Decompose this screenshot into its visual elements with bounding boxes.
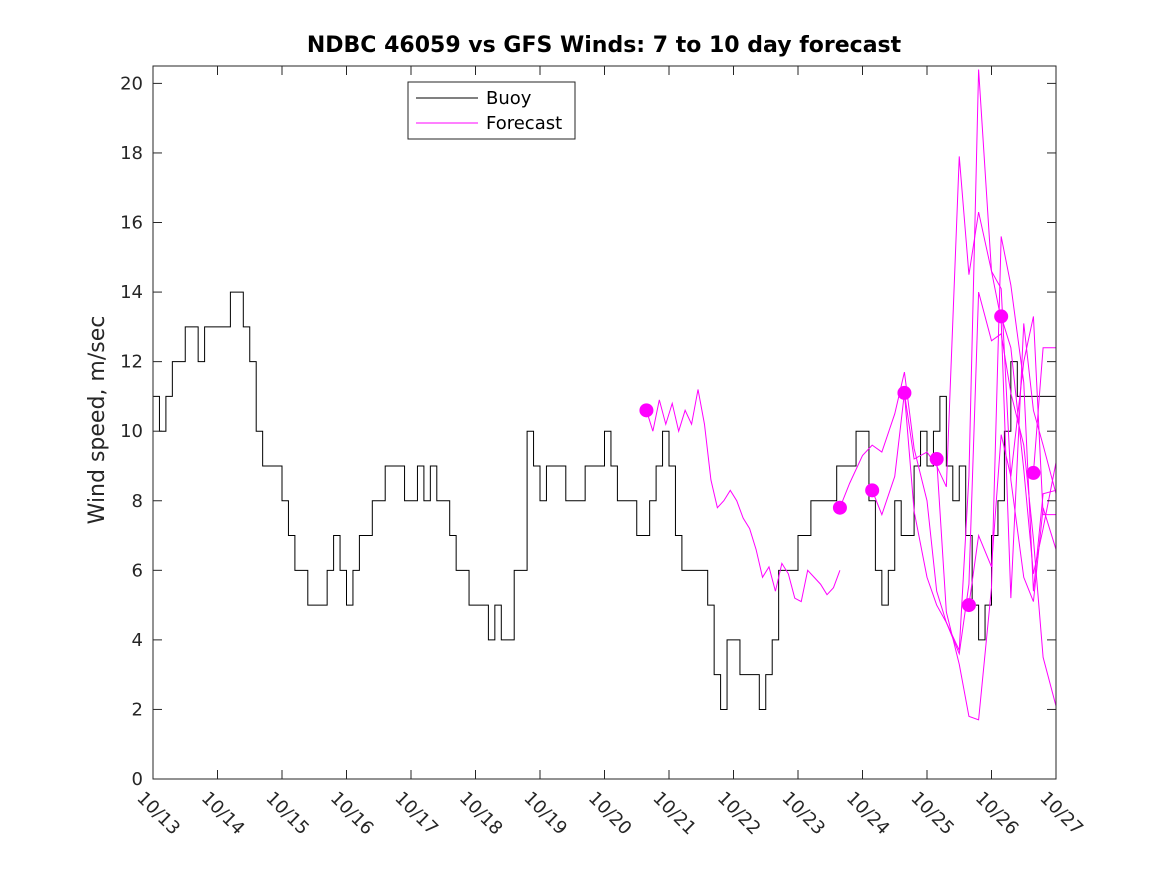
forecast-marker: [832, 500, 847, 515]
forecast-series-line: [968, 316, 1056, 606]
x-tick-label: 10/24: [842, 788, 894, 840]
x-tick-label: 10/23: [777, 788, 829, 840]
y-axis-label: Wind speed, m/sec: [85, 316, 110, 525]
y-tick-label: 20: [120, 73, 143, 94]
forecast-marker: [994, 309, 1009, 324]
forecast-marker: [929, 452, 944, 467]
legend-forecast-label: Forecast: [486, 113, 562, 134]
forecast-series-line: [871, 156, 1057, 602]
chart-title: NDBC 46059 vs GFS Winds: 7 to 10 day for…: [307, 33, 902, 58]
forecast-marker: [897, 385, 912, 400]
forecast-series-line: [645, 389, 841, 603]
legend: Buoy Forecast: [407, 81, 576, 140]
y-tick-label: 0: [132, 769, 143, 790]
y-tick-label: 14: [120, 282, 143, 303]
y-tick-label: 18: [120, 143, 143, 164]
x-tick-label: 10/18: [455, 788, 507, 840]
legend-box: [407, 81, 576, 140]
x-tick-label: 10/25: [906, 788, 958, 840]
x-tick-label: 10/16: [326, 788, 378, 840]
y-axis: 0 2 4 6 8 10 12 14 16 18 20: [120, 73, 1056, 790]
forecast-series-line: [1032, 347, 1056, 473]
x-axis: 10/13 10/14 10/15 10/16 10/17 10/18 10/19 10/20…: [132, 66, 1087, 839]
forecast-series-line: [903, 69, 1057, 651]
y-tick-label: 10: [120, 421, 143, 442]
x-tick-label: 10/21: [648, 788, 700, 840]
plot-frame: [152, 65, 1057, 780]
y-tick-label: 12: [120, 352, 143, 373]
y-tick-label: 4: [132, 630, 143, 651]
x-tick-label: 10/19: [519, 788, 571, 840]
x-tick-label: 10/26: [971, 788, 1023, 840]
x-tick-label: 10/14: [197, 788, 249, 840]
forecast-series-line: [936, 236, 1057, 721]
x-tick-label: 10/17: [390, 788, 442, 840]
marker-layer: [639, 309, 1041, 613]
y-tick-label: 6: [132, 560, 143, 581]
buoy-series-line: [153, 291, 1056, 710]
forecast-series-line: [839, 291, 1057, 707]
y-tick-label: 8: [132, 491, 143, 512]
series-layer: [153, 69, 1057, 721]
forecast-series-line: [1000, 316, 1057, 574]
forecast-marker: [1026, 465, 1041, 480]
legend-buoy-label: Buoy: [486, 88, 532, 109]
forecast-marker: [639, 403, 654, 418]
x-tick-label: 10/20: [584, 788, 636, 840]
x-tick-label: 10/15: [261, 788, 313, 840]
y-tick-label: 16: [120, 213, 143, 234]
forecast-marker: [961, 598, 976, 613]
x-tick-label: 10/22: [713, 788, 765, 840]
x-tick-label: 10/27: [1035, 788, 1087, 840]
forecast-marker: [865, 483, 880, 498]
y-tick-label: 2: [132, 699, 143, 720]
x-tick-label: 10/13: [132, 788, 184, 840]
